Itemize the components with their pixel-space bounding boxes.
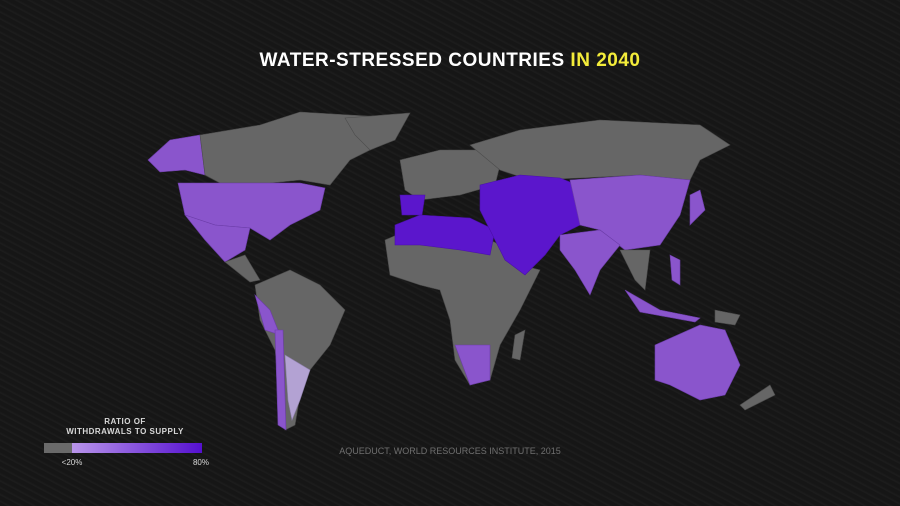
title-highlight: IN 2040 xyxy=(570,50,640,71)
japan xyxy=(689,189,706,226)
legend-title-2: WITHDRAWALS TO SUPPLY xyxy=(66,427,184,436)
chile xyxy=(274,329,287,431)
legend-gradient xyxy=(72,443,202,453)
legend-min: <20% xyxy=(62,458,83,467)
india xyxy=(559,229,621,296)
source: AQUEDUCT, WORLD RESOURCES INSTITUTE, 201… xyxy=(339,446,561,456)
southeast-asia xyxy=(619,249,651,291)
legend-gray xyxy=(44,443,72,453)
australia xyxy=(654,324,741,401)
title: WATER-STRESSED COUNTRIES IN 2040 xyxy=(260,50,641,71)
middle-east xyxy=(479,174,591,276)
alaska xyxy=(147,134,206,176)
spain xyxy=(399,194,426,216)
legend-title-1: RATIO OF xyxy=(104,417,146,426)
philippines xyxy=(669,254,681,286)
greenland xyxy=(344,112,411,151)
argentina xyxy=(284,354,311,422)
north-africa xyxy=(394,214,496,256)
world-map xyxy=(147,111,776,431)
south-america xyxy=(254,269,346,431)
central-america xyxy=(224,254,261,283)
new-zealand xyxy=(739,384,776,411)
legend: RATIO OF WITHDRAWALS TO SUPPLY <20% 80% xyxy=(44,417,209,467)
madagascar xyxy=(511,329,526,361)
legend-max: 80% xyxy=(193,458,209,467)
china xyxy=(569,174,691,251)
new-guinea xyxy=(714,309,741,326)
title-main: WATER-STRESSED COUNTRIES xyxy=(260,50,565,71)
mexico xyxy=(184,214,251,263)
indonesia xyxy=(624,289,701,323)
russia xyxy=(469,119,731,181)
southern-africa xyxy=(454,344,491,386)
